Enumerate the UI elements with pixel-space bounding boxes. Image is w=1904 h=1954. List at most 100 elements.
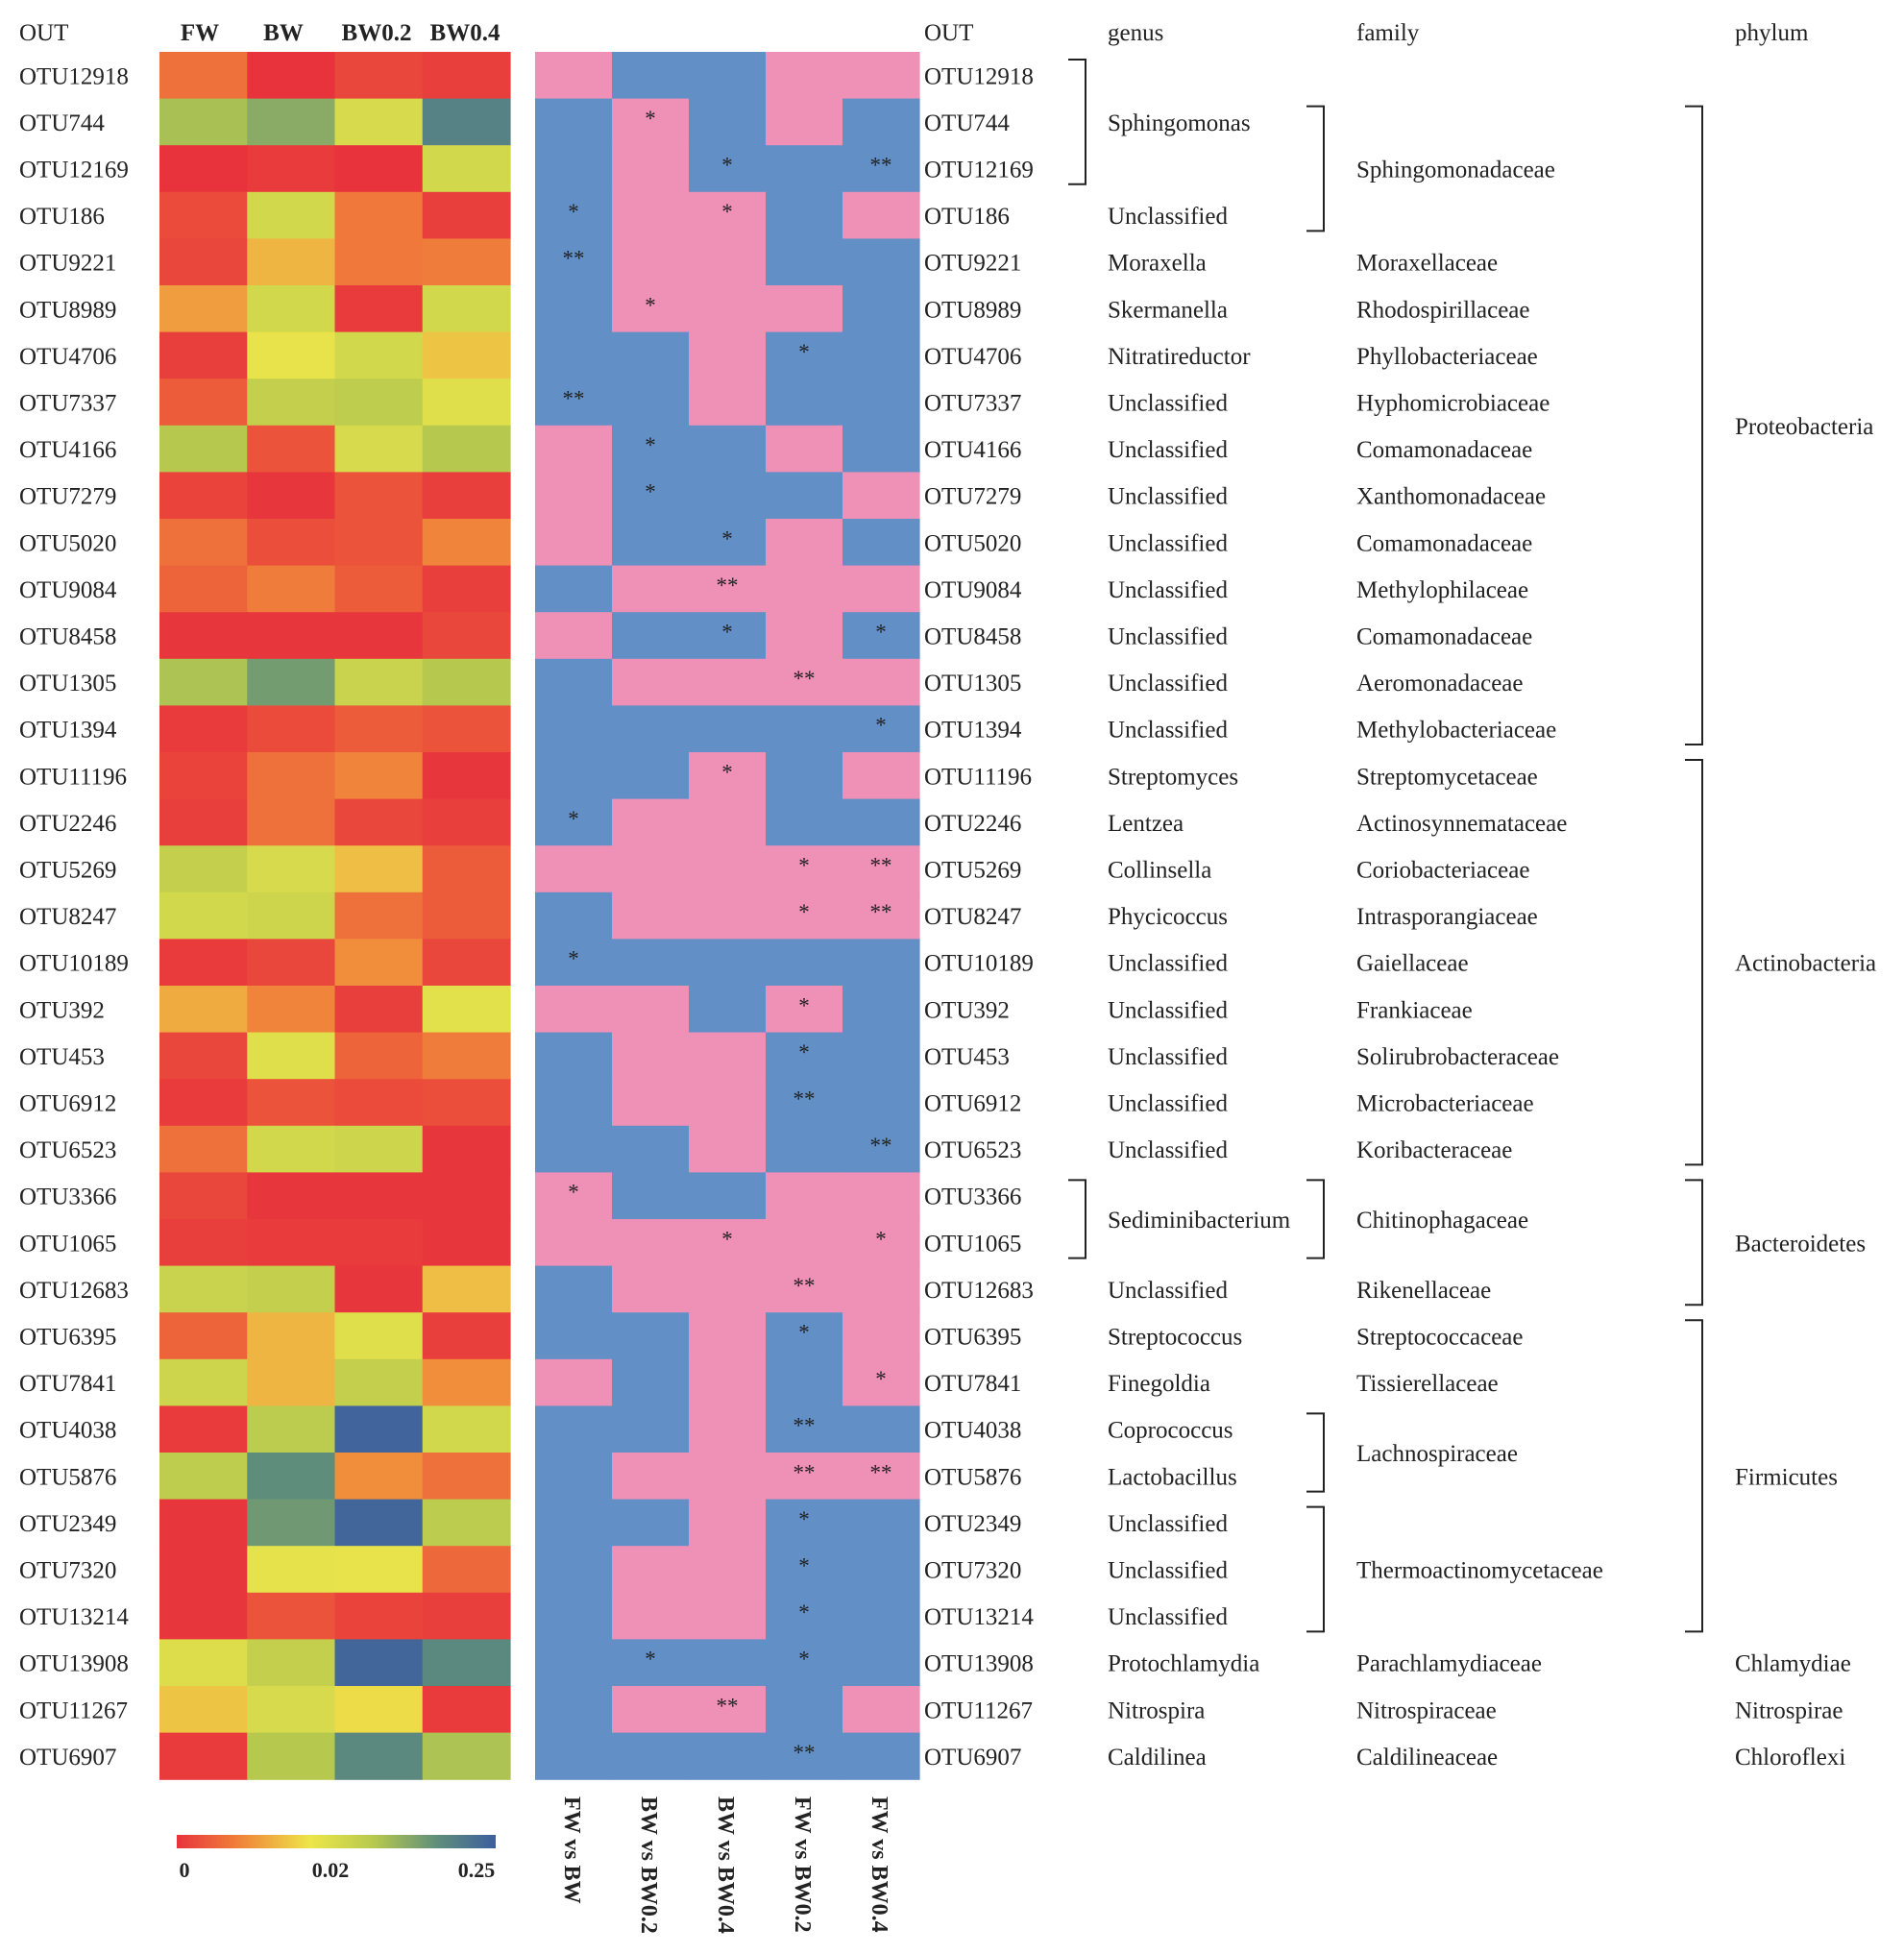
- significance-mark: *: [645, 1648, 656, 1672]
- genus-label: Nitratireductor: [1108, 344, 1251, 370]
- family-label: Frankiaceae: [1356, 997, 1473, 1023]
- otu-row-label: OTU1065: [924, 1231, 1021, 1257]
- otu-row-label: OTU13908: [19, 1651, 129, 1677]
- family-label: Nitrospiraceae: [1356, 1698, 1497, 1723]
- otu-row-label: OTU7337: [924, 391, 1021, 417]
- phylum-bracket: [1685, 759, 1703, 1166]
- heat-cell: [159, 1686, 248, 1734]
- comparison-cell: [766, 285, 843, 333]
- comparison-cell: [535, 52, 613, 100]
- comparison-cell: [842, 658, 920, 706]
- comparison-cell: [842, 1358, 920, 1406]
- heat-cell: [422, 191, 511, 239]
- heat-cell: [159, 798, 248, 846]
- heat-cell: [422, 1732, 511, 1780]
- heat-cell: [247, 798, 336, 846]
- comparison-cell: [689, 1172, 767, 1220]
- comparison-cell: [842, 752, 920, 800]
- comparison-cell: [689, 1032, 767, 1080]
- family-group-bracket: [1306, 1412, 1325, 1493]
- comparison-cell: [612, 986, 690, 1034]
- otu-row-label: OTU4038: [924, 1418, 1021, 1444]
- genus-label: Unclassified: [1108, 577, 1228, 603]
- otu-row-label: OTU4706: [19, 344, 116, 370]
- significance-mark: *: [568, 947, 579, 971]
- otu-row-label: OTU11267: [924, 1698, 1033, 1723]
- comparison-cell: [842, 379, 920, 427]
- family-label: Rikenellaceae: [1356, 1278, 1491, 1304]
- family-label: Caldilineaceae: [1356, 1745, 1498, 1771]
- heat-cell: [247, 612, 336, 660]
- significance-mark: **: [717, 574, 739, 598]
- heat-cell: [334, 472, 424, 520]
- heat-cell: [334, 1686, 424, 1734]
- comparison-cell: [689, 191, 767, 239]
- genus-label: Unclassified: [1108, 1091, 1228, 1117]
- heat-cell: [422, 1639, 511, 1687]
- comparison-cell: [766, 1453, 843, 1501]
- comparison-cell: [612, 1499, 690, 1547]
- comparison-cell: [535, 1125, 613, 1173]
- comparison-cell: [535, 285, 613, 333]
- genus-label: Finegoldia: [1108, 1371, 1210, 1397]
- heat-cell: [247, 238, 336, 286]
- comparison-cell: [535, 519, 613, 567]
- heat-cell: [334, 845, 424, 893]
- otu-row-label: OTU13214: [924, 1604, 1034, 1630]
- phylum-label: Firmicutes: [1735, 1464, 1838, 1490]
- comparison-cell: [689, 892, 767, 940]
- comparison-cell: [612, 1732, 690, 1780]
- heat-cell: [159, 1032, 248, 1080]
- comparison-cell: [842, 1172, 920, 1220]
- family-label: Aeromonadaceae: [1356, 671, 1524, 696]
- heat-cell: [159, 191, 248, 239]
- heat-cell: [334, 986, 424, 1034]
- family-label: Coriobacteriaceae: [1356, 858, 1529, 884]
- significance-mark: **: [793, 1274, 816, 1298]
- heat-cell: [159, 1172, 248, 1220]
- otu-row-label: OTU12918: [19, 63, 129, 89]
- otu-row-label: OTU7841: [924, 1371, 1021, 1397]
- comparison-cell: [612, 1453, 690, 1501]
- heat-cell: [247, 52, 336, 100]
- comparison-cell: [689, 1639, 767, 1687]
- comparison-cell: [612, 1405, 690, 1453]
- comparison-grid: ** *** ************* ******* *** *********** *…: [535, 52, 920, 1780]
- genus-label: Unclassified: [1108, 718, 1228, 744]
- comparison-cell: [766, 238, 843, 286]
- otu-row-label: OTU4166: [924, 437, 1021, 463]
- comparison-cell: [612, 1079, 690, 1127]
- significance-mark: *: [645, 107, 656, 131]
- heat-cell: [159, 98, 248, 146]
- heat-cell: [422, 1125, 511, 1173]
- comparison-col-label: BW vs BW0.4: [713, 1796, 738, 1934]
- otu-row-label: OTU9221: [19, 251, 116, 277]
- comparison-cell: [766, 1499, 843, 1547]
- otu-row-label: OTU8247: [924, 904, 1021, 930]
- heat-cell: [334, 939, 424, 987]
- comparison-cell: [842, 425, 920, 473]
- heat-cell: [334, 1732, 424, 1780]
- significance-mark: *: [875, 1227, 887, 1251]
- otu-row-label: OTU5876: [924, 1464, 1021, 1490]
- heat-cell: [247, 519, 336, 567]
- heat-col-header: BW0.2: [342, 20, 412, 46]
- comparison-cell: [766, 612, 843, 660]
- colorbar: [177, 1835, 496, 1848]
- genus-bracket: [1068, 1179, 1086, 1259]
- heat-cell: [334, 379, 424, 427]
- significance-mark: **: [870, 1134, 892, 1158]
- phylum-header: phylum: [1735, 20, 1809, 46]
- heat-cell: [422, 285, 511, 333]
- otu-row-label: OTU10189: [19, 951, 129, 977]
- heat-cell: [334, 98, 424, 146]
- comparison-cell: [689, 1732, 767, 1780]
- otu-row-label: OTU7279: [19, 484, 116, 510]
- significance-mark: *: [721, 200, 733, 224]
- comparison-cell: [689, 612, 767, 660]
- significance-mark: *: [798, 1507, 810, 1531]
- family-label: Streptococcaceae: [1356, 1325, 1524, 1351]
- heat-cell: [334, 331, 424, 379]
- heat-cell: [247, 331, 336, 379]
- otu-row-label: OTU9084: [924, 577, 1022, 603]
